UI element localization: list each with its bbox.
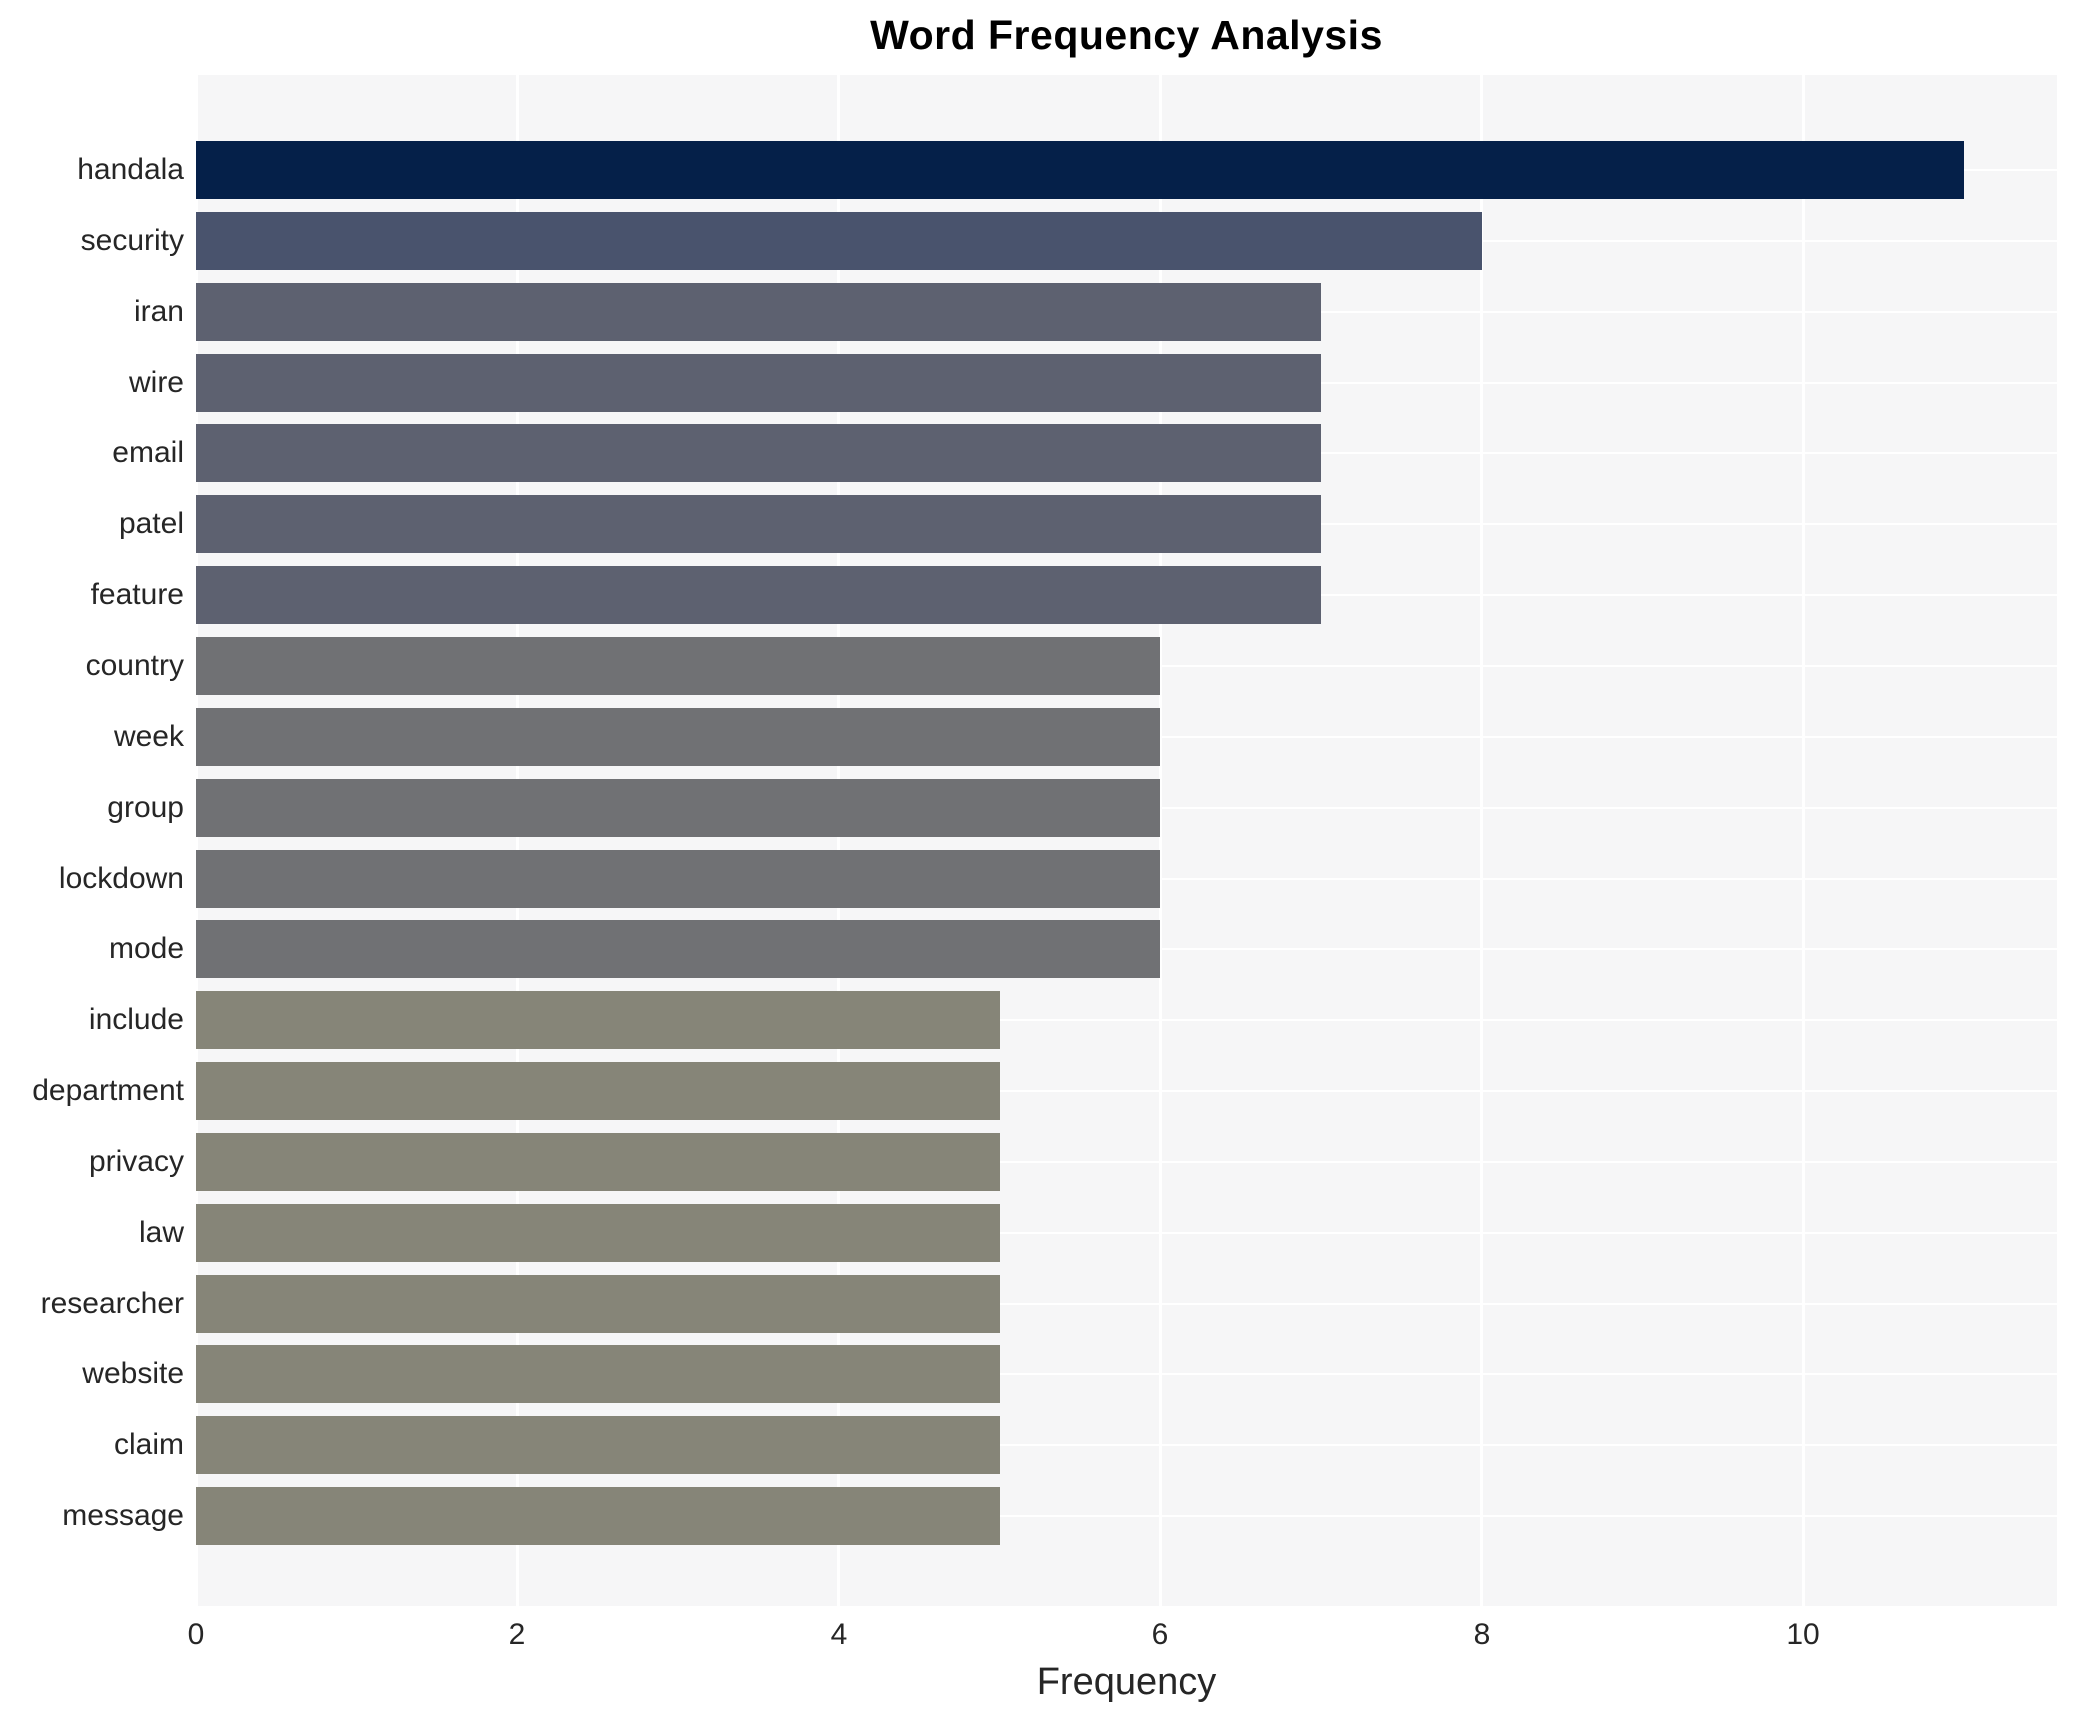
y-tick-label: message: [62, 1499, 184, 1532]
bar-handala: [196, 141, 1964, 199]
y-tick-label: lockdown: [58, 862, 184, 895]
x-tick-label: 10: [1786, 1618, 1820, 1651]
x-tick-label: 8: [1473, 1618, 1491, 1651]
x-axis-title: Frequency: [1036, 1661, 1217, 1703]
x-gridline: [1159, 75, 1162, 1606]
x-gridline: [837, 75, 840, 1606]
bar-include: [196, 991, 1000, 1049]
x-tick-label: 4: [830, 1618, 848, 1651]
y-tick-label: department: [32, 1074, 184, 1107]
y-tick-label: country: [85, 649, 184, 682]
bar-security: [196, 212, 1482, 270]
y-tick-label: website: [82, 1357, 184, 1390]
bar-country: [196, 637, 1160, 695]
y-tick-label: mode: [108, 932, 184, 965]
x-gridline: [516, 75, 519, 1606]
y-tick-label: include: [88, 1003, 184, 1036]
bar-feature: [196, 566, 1321, 624]
bar-lockdown: [196, 850, 1160, 908]
y-tick-label: feature: [90, 578, 184, 611]
plot-area: [196, 75, 2057, 1606]
y-tick-label: week: [113, 720, 184, 753]
bar-privacy: [196, 1133, 1000, 1191]
y-gridline: [196, 1444, 2057, 1447]
bar-law: [196, 1204, 1000, 1262]
y-gridline: [196, 1019, 2057, 1022]
bar-message: [196, 1487, 1000, 1545]
x-tick-label: 6: [1151, 1618, 1169, 1651]
y-tick-label: claim: [113, 1428, 184, 1461]
y-tick-label: researcher: [40, 1287, 184, 1320]
y-gridline: [196, 1515, 2057, 1518]
y-tick-label: privacy: [88, 1145, 184, 1178]
bar-department: [196, 1062, 1000, 1120]
bar-email: [196, 424, 1321, 482]
x-gridline: [196, 75, 198, 1606]
y-gridline: [196, 1160, 2057, 1163]
y-gridline: [196, 1373, 2057, 1376]
bar-iran: [196, 283, 1321, 341]
y-tick-label: iran: [133, 295, 184, 328]
y-tick-label: patel: [118, 507, 184, 540]
y-tick-label: wire: [128, 366, 184, 399]
x-gridline: [1802, 75, 1805, 1606]
y-tick-label: handala: [77, 153, 184, 186]
bar-claim: [196, 1416, 1000, 1474]
y-gridline: [196, 1090, 2057, 1093]
y-tick-label: group: [107, 791, 184, 824]
bar-mode: [196, 920, 1160, 978]
x-tick-label: 0: [187, 1618, 205, 1651]
y-tick-label: security: [80, 224, 184, 257]
x-tick-label: 2: [508, 1618, 526, 1651]
bar-week: [196, 708, 1160, 766]
y-gridline: [196, 1302, 2057, 1305]
bar-patel: [196, 495, 1321, 553]
y-tick-label: law: [138, 1216, 184, 1249]
bar-website: [196, 1345, 1000, 1403]
bar-researcher: [196, 1275, 1000, 1333]
y-gridline: [196, 1231, 2057, 1234]
chart-title: Word Frequency Analysis: [870, 12, 1383, 58]
bar-group: [196, 779, 1160, 837]
bar-wire: [196, 354, 1321, 412]
y-tick-label: email: [112, 436, 184, 469]
x-gridline: [1480, 75, 1483, 1606]
